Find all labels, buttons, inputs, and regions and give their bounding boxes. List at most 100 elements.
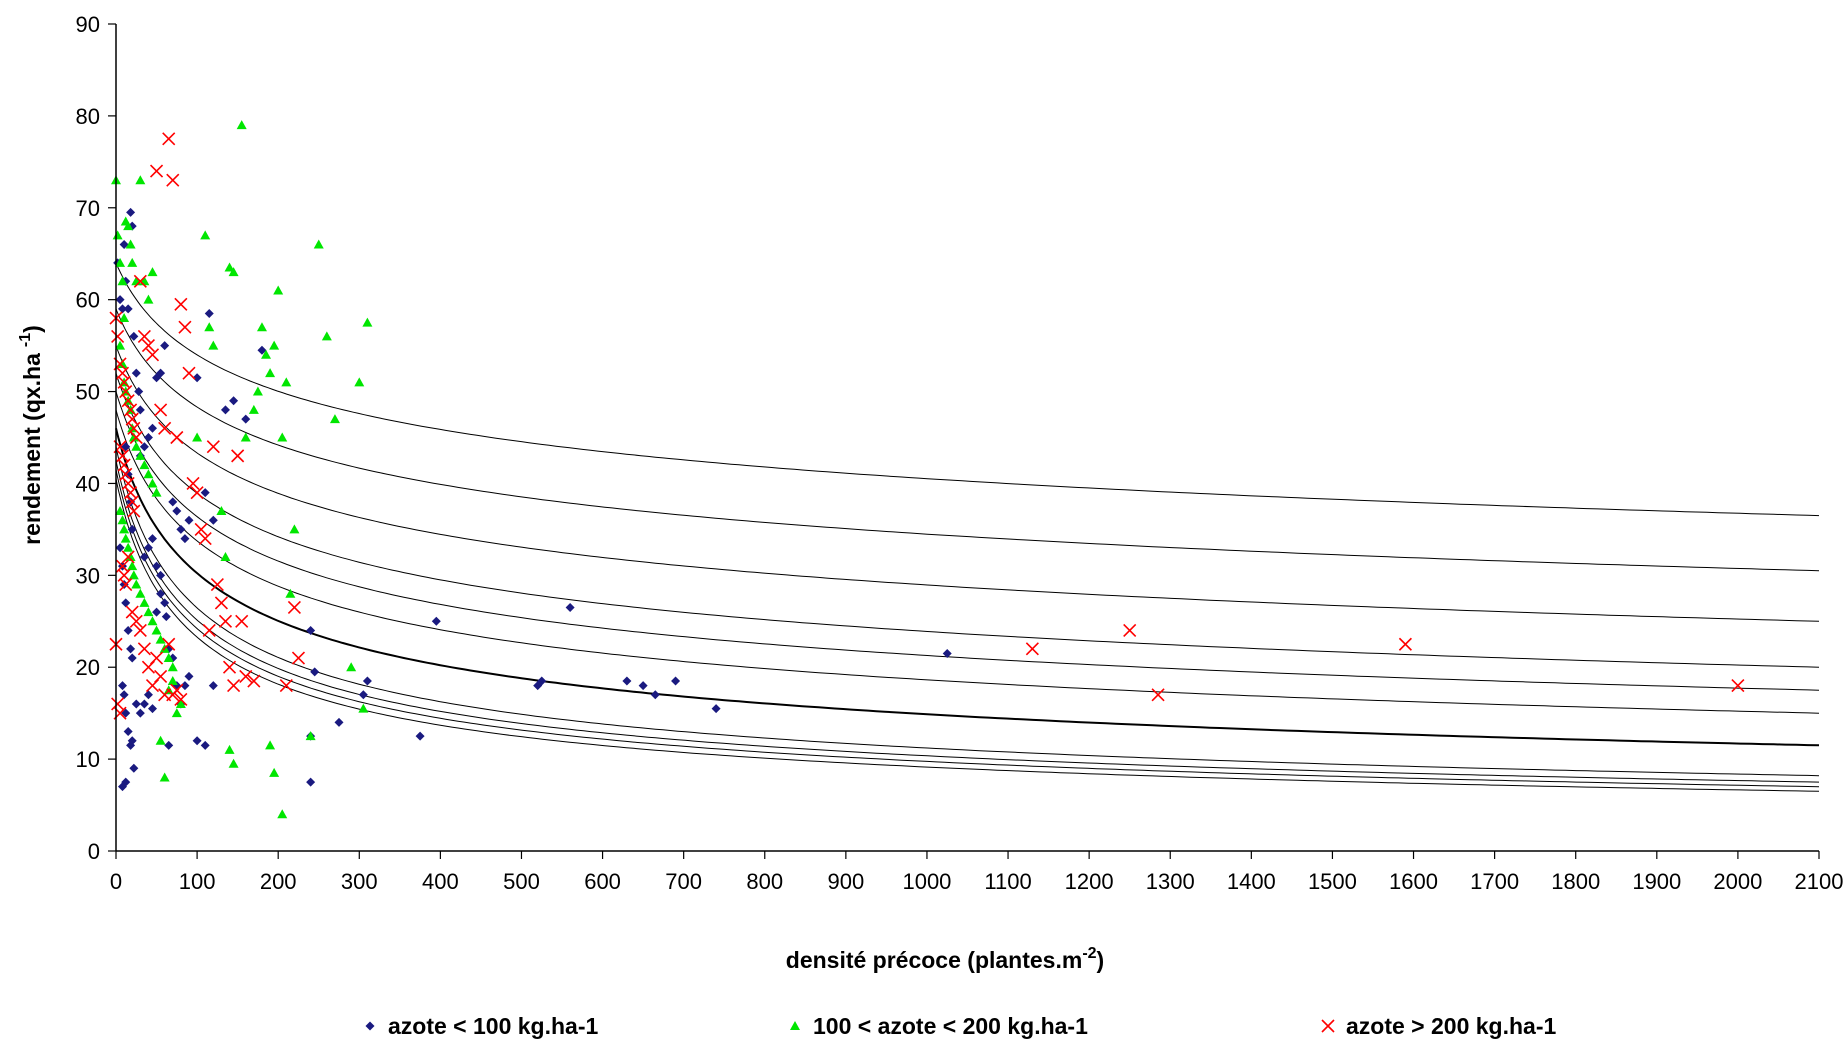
data-point (127, 653, 137, 663)
data-point (186, 476, 200, 491)
y-axis-title-text: rendement (qx.ha (19, 353, 45, 545)
data-point (127, 524, 137, 534)
data-point (119, 690, 129, 700)
data-point (362, 676, 372, 686)
x-tick-label: 500 (503, 869, 540, 894)
data-point (182, 366, 196, 380)
fitted-curve (115, 373, 1820, 668)
x-tick-label: 1700 (1470, 869, 1519, 894)
data-point (291, 651, 306, 665)
data-point (354, 377, 365, 387)
data-point (192, 373, 202, 383)
legend-marker (1321, 1019, 1335, 1033)
data-point (273, 285, 284, 295)
data-point (176, 524, 186, 534)
data-point (220, 405, 230, 415)
data-point (228, 758, 239, 768)
data-point (537, 676, 547, 686)
data-point (285, 588, 296, 598)
data-point (152, 561, 162, 571)
fitted-curve (115, 460, 1820, 783)
data-point (415, 731, 425, 741)
data-point (121, 550, 135, 564)
data-point (129, 331, 139, 341)
data-point (168, 497, 178, 507)
y-tick-label: 0 (88, 839, 100, 864)
data-point (160, 341, 170, 351)
data-point (149, 164, 164, 178)
data-point (135, 175, 146, 185)
data-point (216, 506, 227, 516)
data-point (162, 132, 176, 146)
y-tick-label: 20 (76, 655, 100, 680)
data-point (155, 735, 166, 745)
data-point (163, 653, 174, 663)
x-tick-label: 700 (665, 869, 702, 894)
data-point (194, 522, 208, 536)
x-tick-label: 1000 (902, 869, 951, 894)
x-tick-label: 1400 (1227, 869, 1276, 894)
data-point (208, 340, 219, 350)
data-point (671, 676, 681, 686)
data-point (119, 313, 130, 323)
data-point (167, 676, 178, 686)
data-point (127, 421, 141, 435)
fitted-curve (115, 345, 1820, 622)
data-point (174, 297, 188, 311)
data-point (161, 612, 171, 622)
data-point (210, 577, 224, 592)
data-point (200, 488, 210, 498)
fitted-curve (115, 409, 1820, 714)
data-point (147, 267, 158, 277)
data-point (171, 708, 182, 718)
data-point (137, 329, 151, 343)
y-tick-label: 10 (76, 747, 100, 772)
data-point (269, 340, 280, 350)
data-point (147, 478, 158, 488)
data-point (135, 450, 146, 460)
data-point (154, 403, 168, 417)
data-point (208, 681, 218, 691)
data-point (129, 430, 143, 445)
data-point (329, 414, 340, 424)
data-point (149, 651, 164, 665)
data-point (346, 662, 357, 672)
data-point (184, 671, 194, 681)
data-point (147, 534, 157, 544)
data-point (180, 681, 190, 691)
x-tick-label: 1500 (1308, 869, 1357, 894)
data-point (228, 267, 239, 277)
data-point (115, 295, 125, 305)
legend-marker (365, 1021, 375, 1031)
data-point (121, 708, 131, 718)
y-tick-label: 30 (76, 563, 100, 588)
data-point (1123, 623, 1137, 638)
data-point (119, 580, 129, 590)
data-point (160, 598, 170, 608)
data-point (180, 534, 190, 544)
series-2 (111, 120, 373, 819)
data-point (125, 239, 136, 249)
data-point (650, 690, 660, 700)
y-axis-title-superscript: -1 (17, 333, 34, 347)
data-point (174, 692, 188, 706)
data-point (115, 506, 126, 516)
legend-marker (790, 1021, 800, 1030)
data-point (119, 577, 133, 592)
data-point (134, 387, 144, 397)
fitted-curves (115, 262, 1820, 792)
y-tick-label: 80 (76, 104, 100, 129)
data-point (156, 368, 166, 378)
data-point (127, 736, 137, 746)
fitted-curve (115, 428, 1820, 747)
legend-label: azote < 100 kg.ha-1 (388, 1013, 598, 1039)
data-point (145, 348, 160, 362)
x-tick-label: 0 (110, 869, 122, 894)
data-point (123, 542, 134, 552)
y-axis-title-end: ) (19, 325, 45, 333)
data-point (158, 421, 172, 435)
data-point (139, 460, 150, 470)
data-point (184, 515, 194, 525)
data-point (129, 614, 143, 628)
